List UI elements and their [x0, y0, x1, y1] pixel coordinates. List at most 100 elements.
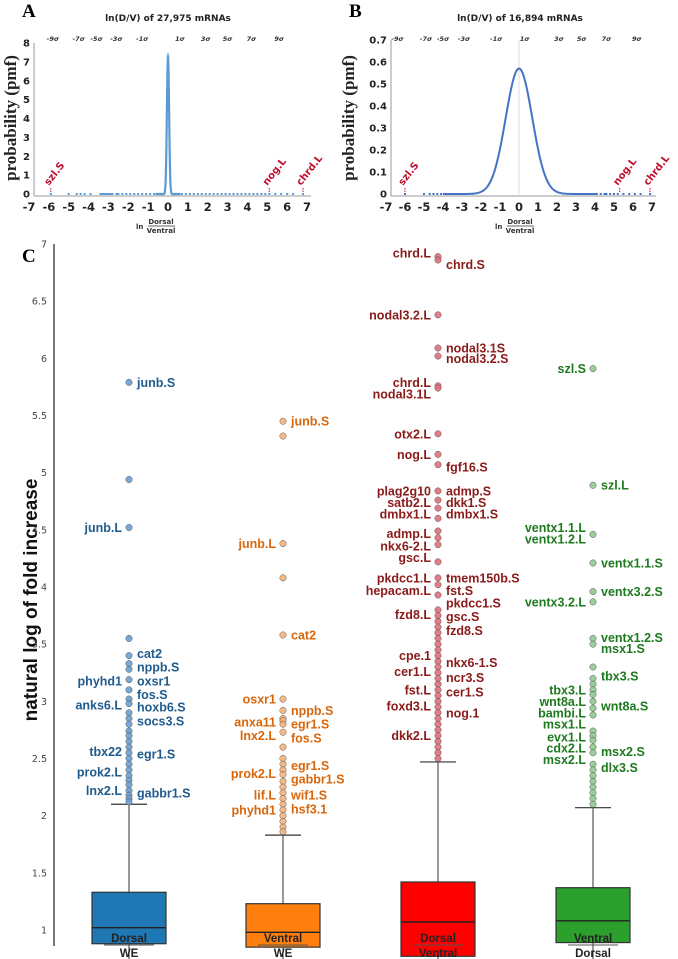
tail-point: [107, 193, 110, 195]
outlier-point: [434, 574, 442, 582]
outlier-point: [434, 703, 442, 711]
outlier-point: [279, 695, 287, 703]
gene-label: lnx2.L: [240, 729, 276, 743]
gene-label: nkx6-1.S: [446, 656, 497, 670]
y-tick-label: 3: [23, 133, 30, 144]
x-label-denominator-b: Ventral: [506, 227, 535, 235]
sigma-tick-label: 5σ: [223, 35, 234, 43]
gene-label: msx2.S: [601, 745, 645, 759]
y-tick-label: 3.5: [32, 640, 47, 651]
gene-annotation: szl.S: [397, 160, 422, 187]
panel-label-b: B: [349, 1, 362, 22]
tail-point: [264, 193, 267, 195]
gene-label: phyhd1: [78, 674, 122, 688]
x-label-numerator-a: Dorsal: [148, 218, 173, 226]
outlier-point: [434, 461, 442, 469]
gene-label: nog.1: [446, 706, 479, 720]
gene-label: ncr3.S: [446, 671, 484, 685]
gene-label: wnt8a.L: [538, 695, 586, 709]
outlier-point: [434, 450, 442, 458]
tail-point: [440, 193, 443, 195]
gene-label: fzd8.S: [446, 624, 483, 638]
x-tick-label: -4: [437, 200, 450, 214]
outlier-point: [589, 481, 597, 489]
tail-point: [129, 193, 132, 195]
x-tick-label: 3: [224, 200, 232, 214]
gene-label: prok2.L: [77, 766, 123, 780]
gene-label: gsc.S: [446, 610, 479, 624]
x-tick-label: 0: [515, 200, 523, 214]
group-label-numerator: Dorsal: [420, 933, 456, 945]
outlier-point: [125, 686, 133, 694]
y-tick-label: 1.5: [32, 868, 47, 879]
tail-point: [633, 193, 636, 195]
gene-label: egr1.S: [291, 759, 329, 773]
outlier-point: [279, 755, 287, 762]
outlier-point: [434, 709, 442, 717]
gene-label: satb2.L: [387, 496, 431, 510]
outlier-point: [434, 496, 442, 504]
group-label-denominator: Dorsal: [575, 948, 611, 959]
gene-label: plag2g10: [377, 484, 431, 498]
tail-point: [236, 193, 239, 195]
outlier-point: [125, 732, 133, 740]
tail-point: [105, 193, 108, 195]
outlier-point: [125, 715, 133, 722]
outlier-point: [589, 711, 597, 719]
gene-label: ventx3.2.L: [525, 595, 587, 609]
gene-label: egr1.S: [291, 718, 329, 732]
x-axis-label-b: ln Dorsal Ventral: [495, 218, 534, 235]
panel-label-a: A: [22, 1, 36, 22]
y-tick-label: 6: [41, 354, 47, 365]
group-label-numerator: Ventral: [574, 933, 612, 945]
outlier-point: [125, 709, 133, 717]
gene-label: chrd.L: [393, 247, 432, 261]
gene-label: dlx3.S: [601, 761, 638, 775]
gene-label: socs3.S: [137, 714, 184, 728]
sigma-tick-label: -3σ: [110, 35, 123, 43]
tail-point: [428, 193, 431, 195]
outlier-point: [279, 795, 287, 802]
tail-point: [200, 193, 203, 195]
iqr-box: [400, 881, 476, 957]
outlier-point: [434, 430, 442, 438]
tail-point: [79, 193, 82, 195]
tail-point: [274, 193, 277, 195]
gene-label: gabbr1.S: [137, 786, 191, 800]
outlier-point: [125, 798, 133, 806]
outlier-point: [589, 635, 597, 642]
gene-label: wif1.S: [290, 789, 327, 803]
outlier-point: [434, 541, 442, 549]
outlier-point: [125, 665, 133, 673]
gene-label: szl.S: [558, 362, 587, 376]
tail-point: [103, 193, 106, 195]
x-tick-label: -3: [456, 200, 469, 214]
tail-point: [224, 193, 227, 195]
y-tick-label: 1: [23, 171, 30, 182]
y-tick-label: 4: [41, 583, 47, 594]
y-tick-label: 7: [23, 57, 30, 68]
gene-label: hsf3.1: [291, 802, 327, 816]
tail-point: [141, 193, 144, 195]
tail-point: [228, 193, 231, 195]
gene-label: egr1.S: [137, 747, 175, 761]
y-tick-label: 3: [41, 697, 47, 708]
outlier-point: [125, 755, 133, 762]
outlier-point: [434, 527, 442, 535]
gene-label: nppb.S: [291, 704, 333, 718]
y-tick-label: 0.2: [369, 146, 387, 157]
tail-point: [616, 193, 619, 195]
sigma-tick-label: 5σ: [577, 35, 588, 43]
outlier-point: [125, 737, 133, 745]
gene-label: gsc.L: [398, 551, 431, 565]
gene-label: ventx3.2.S: [601, 585, 663, 599]
sigma-tick-label: 9σ: [632, 35, 643, 43]
outlier-point: [125, 766, 133, 774]
gene-label: dmbx1.L: [380, 507, 432, 521]
outlier-point: [279, 777, 287, 785]
gene-label: otx2.L: [394, 427, 431, 441]
gene-label: tbx3.S: [601, 670, 639, 684]
outlier-point: [589, 766, 597, 774]
gene-label: nodal3.2.S: [446, 352, 509, 366]
